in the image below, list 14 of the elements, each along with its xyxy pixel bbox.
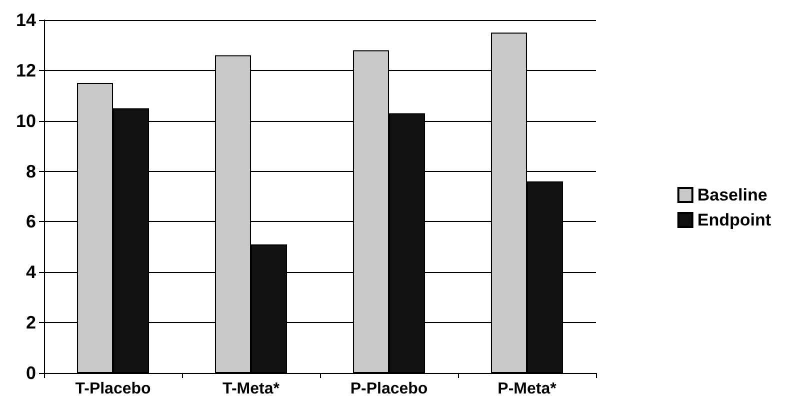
y-tick-label: 10 bbox=[16, 110, 36, 131]
y-tick-label: 0 bbox=[26, 363, 36, 383]
y-tick-label: 4 bbox=[26, 262, 36, 282]
x-tick-label: P-Placebo bbox=[350, 380, 428, 398]
y-tick-label: 12 bbox=[16, 60, 36, 80]
y-tick-label: 2 bbox=[26, 312, 36, 333]
x-tick-label: P-Meta* bbox=[498, 380, 558, 398]
x-tick-label: T-Meta* bbox=[222, 380, 280, 398]
x-tick-label: T-Placebo bbox=[75, 380, 152, 398]
legend-label: Endpoint bbox=[697, 210, 772, 230]
y-tick-label: 14 bbox=[16, 10, 36, 30]
y-tick-label: 6 bbox=[26, 212, 36, 232]
y-tick-label: 8 bbox=[26, 161, 36, 182]
legend-label: Baseline bbox=[697, 186, 768, 204]
